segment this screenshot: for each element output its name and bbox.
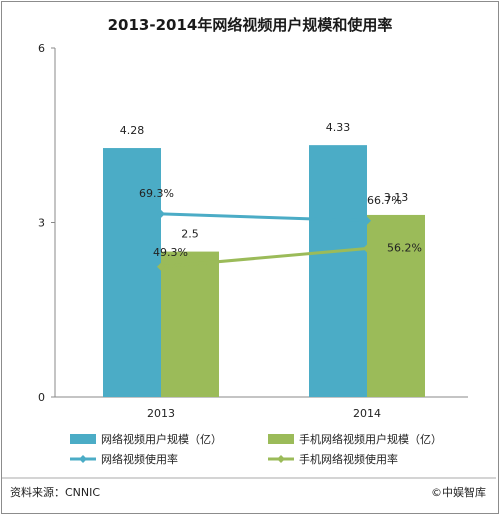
y-axis-ticks: 0 3 6 xyxy=(38,42,55,404)
line-series-group: 69.3% 66.7% 49.3% 56.2% xyxy=(139,187,422,271)
bar xyxy=(309,145,367,397)
bar-data-label: 4.33 xyxy=(326,121,351,134)
legend-label: 网络视频使用率 xyxy=(101,452,178,466)
x-tick-label: 2013 xyxy=(147,407,175,420)
legend-label: 手机网络视频使用率 xyxy=(299,452,398,466)
line-data-label: 56.2% xyxy=(387,242,422,255)
bar-series-group: 4.28 4.33 2.5 3.13 xyxy=(103,121,425,397)
footer-source: 资料来源：CNNIC xyxy=(10,485,100,499)
bar-data-label: 4.28 xyxy=(120,124,145,137)
y-tick-label: 6 xyxy=(38,42,45,55)
legend-swatch xyxy=(70,434,96,444)
line-data-label: 49.3% xyxy=(153,246,188,259)
x-tick-label: 2014 xyxy=(353,407,381,420)
line-point-marker xyxy=(363,244,371,253)
bar-data-label: 3.13 xyxy=(384,191,409,204)
legend-label: 网络视频用户规模（亿） xyxy=(101,432,222,446)
legend-line-marker xyxy=(277,455,285,463)
legend: 网络视频用户规模（亿） 手机网络视频用户规模（亿） 网络视频使用率 手机网络视频使用率 xyxy=(70,432,442,466)
line-data-label: 66.7% xyxy=(367,194,402,207)
y-tick-label: 0 xyxy=(38,391,45,404)
footer-brand: ©中娱智库 xyxy=(431,485,486,499)
line-point-marker xyxy=(157,262,165,271)
line-point-marker xyxy=(157,209,165,218)
line-point-marker xyxy=(363,216,371,225)
legend-line-marker xyxy=(79,455,87,463)
bar-data-label: 2.5 xyxy=(181,228,199,241)
bar xyxy=(161,251,219,397)
line-data-label: 69.3% xyxy=(139,187,174,200)
legend-swatch xyxy=(268,434,294,444)
y-tick-label: 3 xyxy=(38,217,45,230)
x-axis-ticks: 2013 2014 xyxy=(147,407,381,420)
series-line xyxy=(160,247,368,269)
bar xyxy=(367,214,425,397)
series-line xyxy=(160,212,368,223)
legend-label: 手机网络视频用户规模（亿） xyxy=(299,432,442,446)
bar xyxy=(103,148,161,397)
chart-title: 2013-2014年网络视频用户规模和使用率 xyxy=(108,16,393,34)
